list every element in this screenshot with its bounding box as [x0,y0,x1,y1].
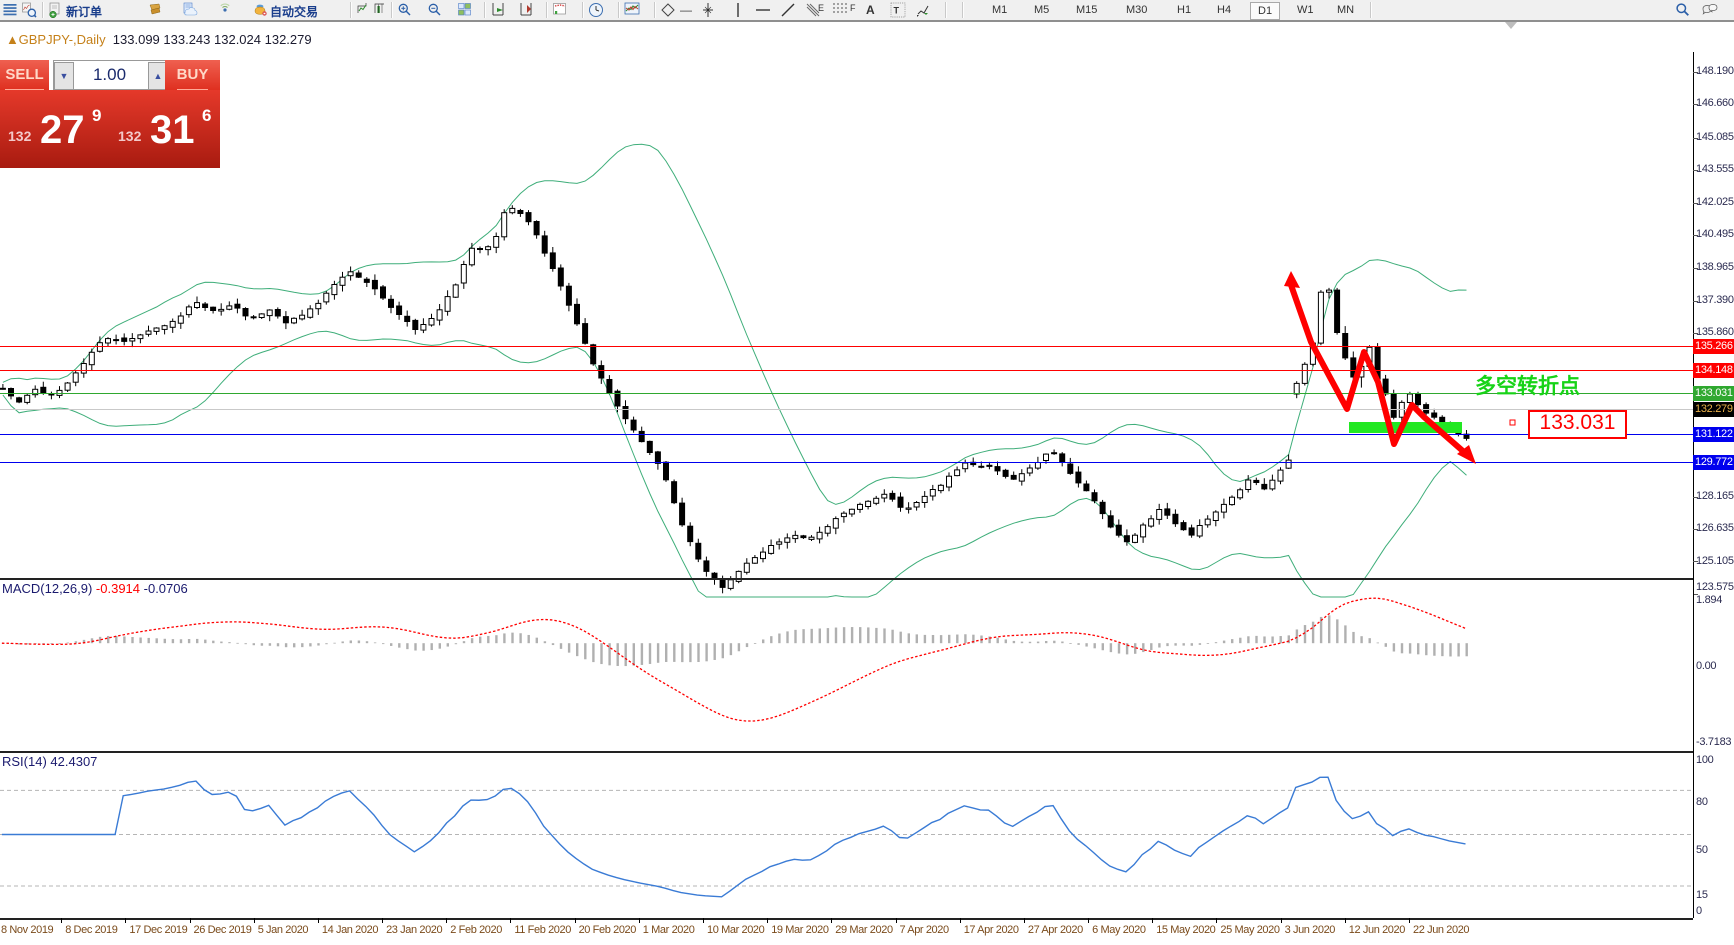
svg-text:T: T [894,6,900,16]
svg-text:A: A [866,3,875,17]
